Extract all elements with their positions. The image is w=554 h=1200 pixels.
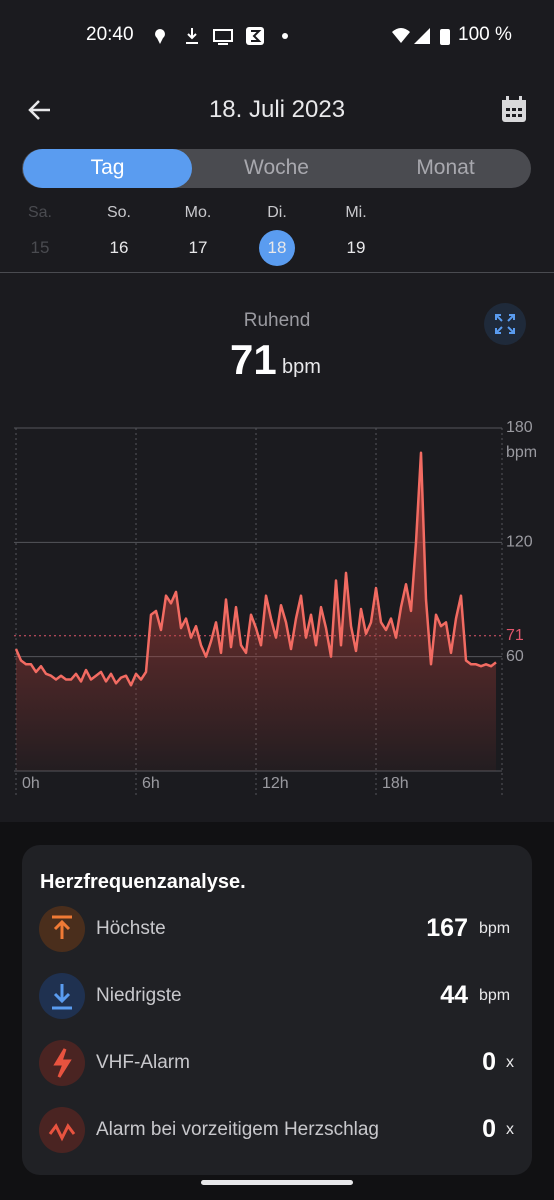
analysis-title: Herzfrequenzanalyse. — [40, 871, 246, 893]
day-number[interactable]: 17 — [188, 238, 208, 257]
day-number[interactable]: 15 — [30, 238, 50, 257]
summary-unit: bpm — [282, 356, 321, 378]
weekday: Di. — [267, 204, 287, 221]
row-value: 0 — [482, 1115, 496, 1143]
tab[interactable]: Woche — [244, 156, 309, 179]
status-icons — [155, 27, 288, 45]
y-tick-label: 120 — [506, 534, 533, 551]
tab[interactable]: Tag — [90, 156, 125, 179]
day-number[interactable]: 16 — [109, 238, 129, 257]
system-icons — [392, 28, 450, 45]
row-unit: x — [506, 1121, 514, 1138]
row-value: 167 — [426, 914, 468, 942]
area — [16, 452, 496, 771]
weekday: Mi. — [345, 204, 367, 221]
row-unit: bpm — [479, 987, 511, 1004]
line — [14, 451, 497, 687]
row-icon — [39, 906, 85, 952]
y-tick-label: 60 — [506, 648, 524, 665]
weekday: Mo. — [184, 204, 212, 221]
summary-label: Ruhend — [243, 310, 311, 331]
row-icon — [39, 1107, 85, 1153]
tab[interactable]: Monat — [416, 156, 475, 179]
x-tick-label: 12h — [262, 775, 289, 792]
header-title: 18. Juli 2023 — [208, 96, 346, 123]
day-number[interactable]: 18 — [267, 238, 287, 257]
home-indicator — [201, 1180, 353, 1185]
summary-value: 71 — [230, 336, 277, 383]
row-icon — [39, 973, 85, 1019]
x-tick-label: 6h — [142, 775, 160, 792]
row-icon — [39, 1040, 85, 1086]
y-unit: bpm — [506, 444, 537, 461]
analysis-card — [22, 845, 532, 1175]
divider — [0, 272, 554, 273]
y-tick-label: 180 — [506, 419, 533, 436]
clock: 20:40 — [86, 24, 134, 45]
calendar-button[interactable] — [500, 95, 528, 125]
back-button[interactable] — [26, 96, 54, 124]
row-label: Höchste — [96, 918, 166, 939]
x-tick-label: 18h — [382, 775, 409, 792]
row-label: VHF-Alarm — [96, 1052, 190, 1073]
day-number[interactable]: 19 — [346, 238, 366, 257]
row-value: 44 — [440, 981, 468, 1009]
x-tick-label: 0h — [22, 775, 40, 792]
weekday: Sa. — [27, 204, 52, 221]
row-label: Niedrigste — [96, 985, 182, 1006]
row-unit: x — [506, 1054, 514, 1071]
weekday: So. — [106, 204, 131, 221]
selected-day — [259, 230, 295, 266]
chart: 60 120 180 bpm 0h 6h 12h 18h 71 — [14, 419, 537, 795]
expand-button[interactable] — [483, 302, 527, 346]
row-value: 0 — [482, 1048, 496, 1076]
row-label: Alarm bei vorzeitigem Herzschlag — [96, 1119, 379, 1140]
reference-label: 71 — [506, 627, 524, 644]
battery-text: 100 % — [458, 24, 512, 45]
row-unit: bpm — [479, 920, 511, 937]
tab-active — [23, 149, 192, 188]
